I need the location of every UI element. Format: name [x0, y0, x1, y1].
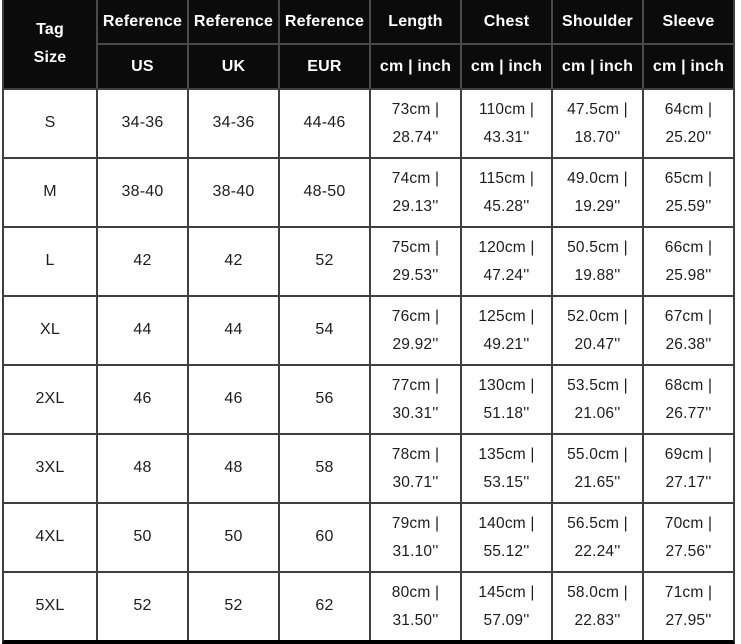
header-group: Shoulder cm | inch [551, 0, 642, 88]
cell-length: 75cm | 29.53'' [369, 228, 460, 295]
cell-chest: 130cm | 51.18'' [460, 366, 551, 433]
cell-chest: 145cm | 57.09'' [460, 573, 551, 640]
cell-us: 44 [96, 297, 187, 364]
cell-length: 76cm | 29.92'' [369, 297, 460, 364]
cell-chest: 110cm | 43.31'' [460, 90, 551, 157]
cell-eur: 56 [278, 366, 369, 433]
cell-eur: 54 [278, 297, 369, 364]
header-group: Length cm | inch [369, 0, 460, 88]
cell-eur: 48-50 [278, 159, 369, 226]
table-body: S 34-36 34-36 44-46 73cm | 28.74'' 110cm | 43… [4, 88, 733, 640]
cell-uk: 44 [187, 297, 278, 364]
header-top-label: Length [371, 0, 460, 45]
cell-uk: 34-36 [187, 90, 278, 157]
cell-length: 77cm | 30.31'' [369, 366, 460, 433]
cell-eur: 60 [278, 504, 369, 571]
cell-size: M [43, 183, 57, 201]
cell-shoulder: 52.0cm | 20.47'' [551, 297, 642, 364]
cell-eur: 44-46 [278, 90, 369, 157]
table-header: Tag Size Reference US Reference UK Reference… [4, 0, 733, 88]
cell-shoulder: 55.0cm | 21.65'' [551, 435, 642, 502]
header-sub-label: cm | inch [379, 57, 452, 75]
header-sub-label: cm | inch [470, 57, 543, 75]
table-row: XL 44 44 54 76cm | 29.92'' 125cm | 49.21'' 52.… [4, 295, 733, 364]
cell-us: 52 [96, 573, 187, 640]
cell-shoulder: 56.5cm | 22.24'' [551, 504, 642, 571]
table-row: L 42 42 52 75cm | 29.53'' 120cm | 47.24'' 50.5… [4, 226, 733, 295]
cell-us: 38-40 [96, 159, 187, 226]
cell-sleeve: 69cm | 27.17'' [642, 435, 733, 502]
cell-size: XL [40, 321, 60, 339]
header-top-label: Reference [98, 0, 187, 45]
cell-us: 42 [96, 228, 187, 295]
header-sub-label: UK [221, 57, 246, 75]
cell-length: 74cm | 29.13'' [369, 159, 460, 226]
header-sub-label: US [131, 57, 154, 75]
cell-uk: 52 [187, 573, 278, 640]
cell-uk: 50 [187, 504, 278, 571]
table-row: M 38-40 38-40 48-50 74cm | 29.13'' 115cm | 45… [4, 157, 733, 226]
cell-sleeve: 64cm | 25.20'' [642, 90, 733, 157]
cell-size: L [45, 252, 55, 270]
cell-uk: 48 [187, 435, 278, 502]
cell-size: 3XL [35, 459, 65, 477]
table-row: S 34-36 34-36 44-46 73cm | 28.74'' 110cm | 43… [4, 88, 733, 157]
cell-length: 80cm | 31.50'' [369, 573, 460, 640]
cell-chest: 120cm | 47.24'' [460, 228, 551, 295]
header-sub-label: cm | inch [561, 57, 634, 75]
cell-chest: 115cm | 45.28'' [460, 159, 551, 226]
cell-sleeve: 70cm | 27.56'' [642, 504, 733, 571]
cell-sleeve: 67cm | 26.38'' [642, 297, 733, 364]
table-row: 5XL 52 52 62 80cm | 31.50'' 145cm | 57.09'' 58… [4, 571, 733, 640]
cell-shoulder: 47.5cm | 18.70'' [551, 90, 642, 157]
cell-size: 2XL [35, 390, 65, 408]
cell-length: 78cm | 30.71'' [369, 435, 460, 502]
cell-chest: 135cm | 53.15'' [460, 435, 551, 502]
cell-shoulder: 50.5cm | 19.88'' [551, 228, 642, 295]
cell-sleeve: 65cm | 25.59'' [642, 159, 733, 226]
cell-shoulder: 53.5cm | 21.06'' [551, 366, 642, 433]
header-group: Reference UK [187, 0, 278, 88]
cell-size: S [44, 114, 56, 132]
cell-uk: 38-40 [187, 159, 278, 226]
table-row: 3XL 48 48 58 78cm | 30.71'' 135cm | 53.15'' 55… [4, 433, 733, 502]
cell-eur: 62 [278, 573, 369, 640]
cell-uk: 42 [187, 228, 278, 295]
header-group: Chest cm | inch [460, 0, 551, 88]
header-tag-size: Tag Size [33, 21, 67, 66]
header-group: Reference US [96, 0, 187, 88]
header-sub-label: cm | inch [652, 57, 725, 75]
header-top-label: Sleeve [644, 0, 733, 45]
header-group: Sleeve cm | inch [642, 0, 733, 88]
cell-shoulder: 49.0cm | 19.29'' [551, 159, 642, 226]
table-row: 2XL 46 46 56 77cm | 30.31'' 130cm | 51.18'' 53… [4, 364, 733, 433]
cell-uk: 46 [187, 366, 278, 433]
header-top-label: Reference [189, 0, 278, 45]
cell-sleeve: 68cm | 26.77'' [642, 366, 733, 433]
header-top-label: Reference [280, 0, 369, 45]
cell-sleeve: 66cm | 25.98'' [642, 228, 733, 295]
cell-us: 48 [96, 435, 187, 502]
cell-size: 5XL [35, 597, 65, 615]
cell-chest: 140cm | 55.12'' [460, 504, 551, 571]
cell-us: 46 [96, 366, 187, 433]
cell-size: 4XL [35, 528, 65, 546]
header-top-label: Shoulder [553, 0, 642, 45]
cell-eur: 52 [278, 228, 369, 295]
cell-us: 34-36 [96, 90, 187, 157]
cell-chest: 125cm | 49.21'' [460, 297, 551, 364]
header-group: Reference EUR [278, 0, 369, 88]
cell-sleeve: 71cm | 27.95'' [642, 573, 733, 640]
cell-length: 79cm | 31.10'' [369, 504, 460, 571]
header-sub-label: EUR [307, 57, 342, 75]
header-top-label: Chest [462, 0, 551, 45]
cell-shoulder: 58.0cm | 22.83'' [551, 573, 642, 640]
cell-length: 73cm | 28.74'' [369, 90, 460, 157]
table-row: 4XL 50 50 60 79cm | 31.10'' 140cm | 55.12'' 56… [4, 502, 733, 571]
cell-us: 50 [96, 504, 187, 571]
cell-eur: 58 [278, 435, 369, 502]
